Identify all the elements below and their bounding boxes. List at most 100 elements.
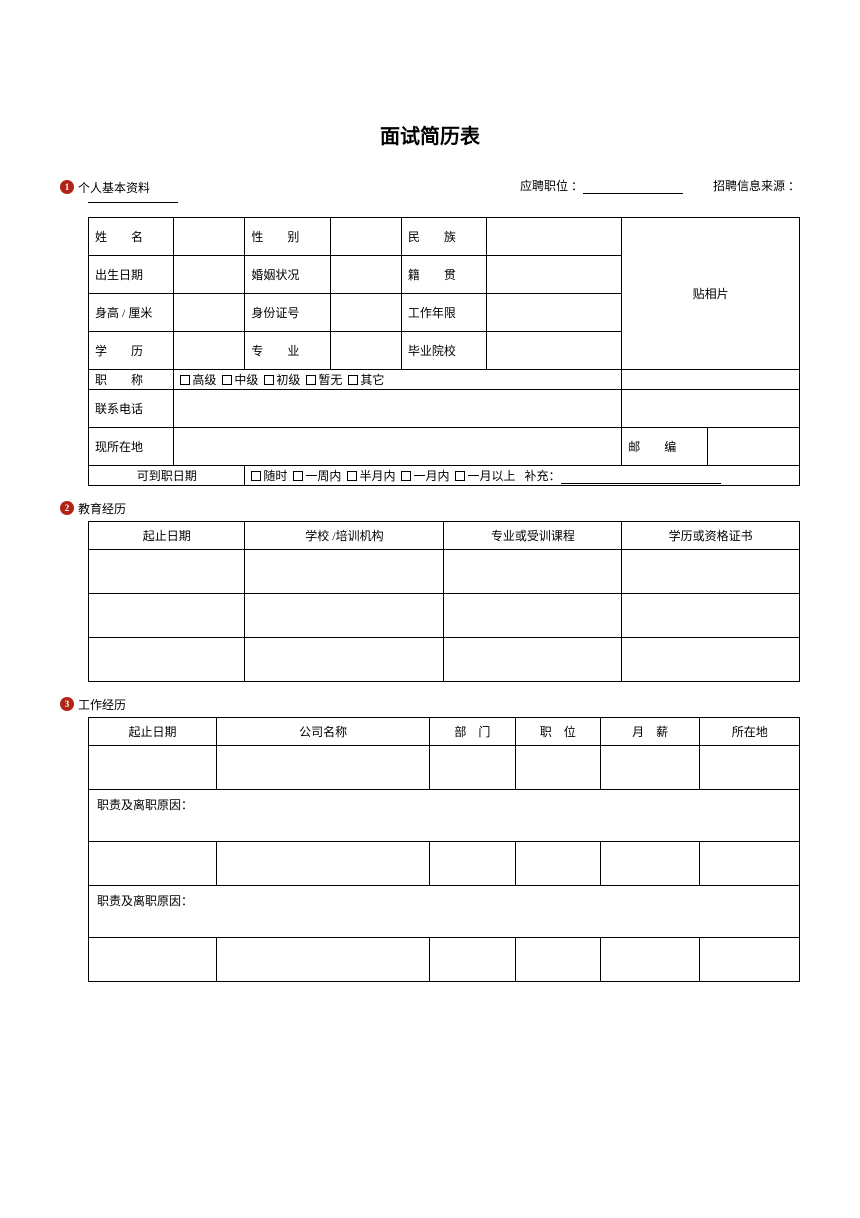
table-cell[interactable] [430,745,515,789]
input-school[interactable] [487,331,622,369]
source-input[interactable] [88,202,178,203]
table-cell[interactable] [600,841,700,885]
table-cell[interactable] [515,745,600,789]
badge-3-icon: 3 [60,697,74,711]
table-cell[interactable] [622,637,800,681]
table-cell[interactable] [700,937,800,981]
basic-info-table: 姓 名 性 别 民 族 贴相片 出生日期 婚姻状况 籍 贯 身高 / 厘米 身份… [88,217,800,486]
table-cell[interactable] [700,841,800,885]
input-edu[interactable] [174,331,245,369]
table-cell[interactable] [216,841,429,885]
checkbox-icon[interactable] [264,375,274,385]
table-cell[interactable] [89,937,217,981]
table-cell[interactable] [245,549,444,593]
table-cell[interactable] [515,937,600,981]
table-cell[interactable] [245,637,444,681]
checkbox-icon[interactable] [348,375,358,385]
edu-h-school: 学校 /培训机构 [245,521,444,549]
page-title: 面试简历表 [60,120,800,149]
table-cell[interactable] [600,745,700,789]
work-h-date: 起止日期 [89,717,217,745]
table-cell[interactable] [89,549,245,593]
label-avail: 可到职日期 [89,465,245,485]
checkbox-icon[interactable] [180,375,190,385]
label-edu: 学 历 [89,331,174,369]
edu-h-date: 起止日期 [89,521,245,549]
checkbox-icon[interactable] [455,471,465,481]
input-dob[interactable] [174,255,245,293]
section2-title: 教育经历 [78,500,126,517]
table-cell[interactable] [600,937,700,981]
photo-slot[interactable]: 贴相片 [622,217,800,369]
position-input[interactable] [583,180,683,194]
input-gender[interactable] [330,217,401,255]
table-cell[interactable] [622,593,800,637]
title-options[interactable]: 高级 中级 初级 暂无 其它 [174,369,622,389]
source-label: 招聘信息来源 ： [713,177,800,194]
work-h-company: 公司名称 [216,717,429,745]
label-major: 专 业 [245,331,330,369]
label-marital: 婚姻状况 [245,255,330,293]
badge-1-icon: 1 [60,180,74,194]
table-cell[interactable] [700,745,800,789]
label-addr: 现所在地 [89,427,174,465]
table-cell[interactable] [89,637,245,681]
table-cell[interactable] [430,841,515,885]
input-years[interactable] [487,293,622,331]
label-height: 身高 / 厘米 [89,293,174,331]
table-cell[interactable] [89,841,217,885]
label-phone: 联系电话 [89,389,174,427]
edu-h-cert: 学历或资格证书 [622,521,800,549]
checkbox-icon[interactable] [347,471,357,481]
table-cell[interactable] [515,841,600,885]
input-marital[interactable] [330,255,401,293]
input-ethnic[interactable] [487,217,622,255]
input-name[interactable] [174,217,245,255]
table-cell[interactable] [89,593,245,637]
supplement-input[interactable] [561,470,721,484]
work-reason[interactable]: 职责及离职原因： [89,789,800,841]
label-idno: 身份证号 [245,293,330,331]
table-cell[interactable] [444,549,622,593]
section1-title: 个人基本资料 [78,179,150,196]
checkbox-icon[interactable] [251,471,261,481]
label-title: 职 称 [89,369,174,389]
label-school: 毕业院校 [401,331,486,369]
label-gender: 性 别 [245,217,330,255]
input-addr[interactable] [174,427,622,465]
checkbox-icon[interactable] [222,375,232,385]
input-idno[interactable] [330,293,401,331]
badge-2-icon: 2 [60,501,74,515]
work-h-salary: 月 薪 [600,717,700,745]
table-cell[interactable] [216,937,429,981]
label-years: 工作年限 [401,293,486,331]
input-height[interactable] [174,293,245,331]
work-h-loc: 所在地 [700,717,800,745]
avail-options[interactable]: 随时 一周内 半月内 一月内 一月以上 补充： [245,465,800,485]
label-zip: 邮 编 [622,427,707,465]
checkbox-icon[interactable] [293,471,303,481]
input-phone[interactable] [174,389,622,427]
section3-title: 工作经历 [78,696,126,713]
checkbox-icon[interactable] [306,375,316,385]
position-label: 应聘职位 ： [520,177,683,194]
work-h-dept: 部 门 [430,717,515,745]
table-cell[interactable] [622,549,800,593]
table-cell[interactable] [430,937,515,981]
table-cell[interactable] [444,593,622,637]
input-major[interactable] [330,331,401,369]
table-cell[interactable] [89,745,217,789]
label-ethnic: 民 族 [401,217,486,255]
table-cell[interactable] [245,593,444,637]
input-phone2[interactable] [622,389,800,427]
table-cell[interactable] [444,637,622,681]
table-cell[interactable] [216,745,429,789]
label-native: 籍 贯 [401,255,486,293]
label-name: 姓 名 [89,217,174,255]
input-native[interactable] [487,255,622,293]
work-table: 起止日期 公司名称 部 门 职 位 月 薪 所在地 职责及离职原因： 职责及离职… [88,717,800,982]
input-zip[interactable] [707,427,799,465]
checkbox-icon[interactable] [401,471,411,481]
work-reason[interactable]: 职责及离职原因： [89,885,800,937]
title-extra[interactable] [622,369,800,389]
